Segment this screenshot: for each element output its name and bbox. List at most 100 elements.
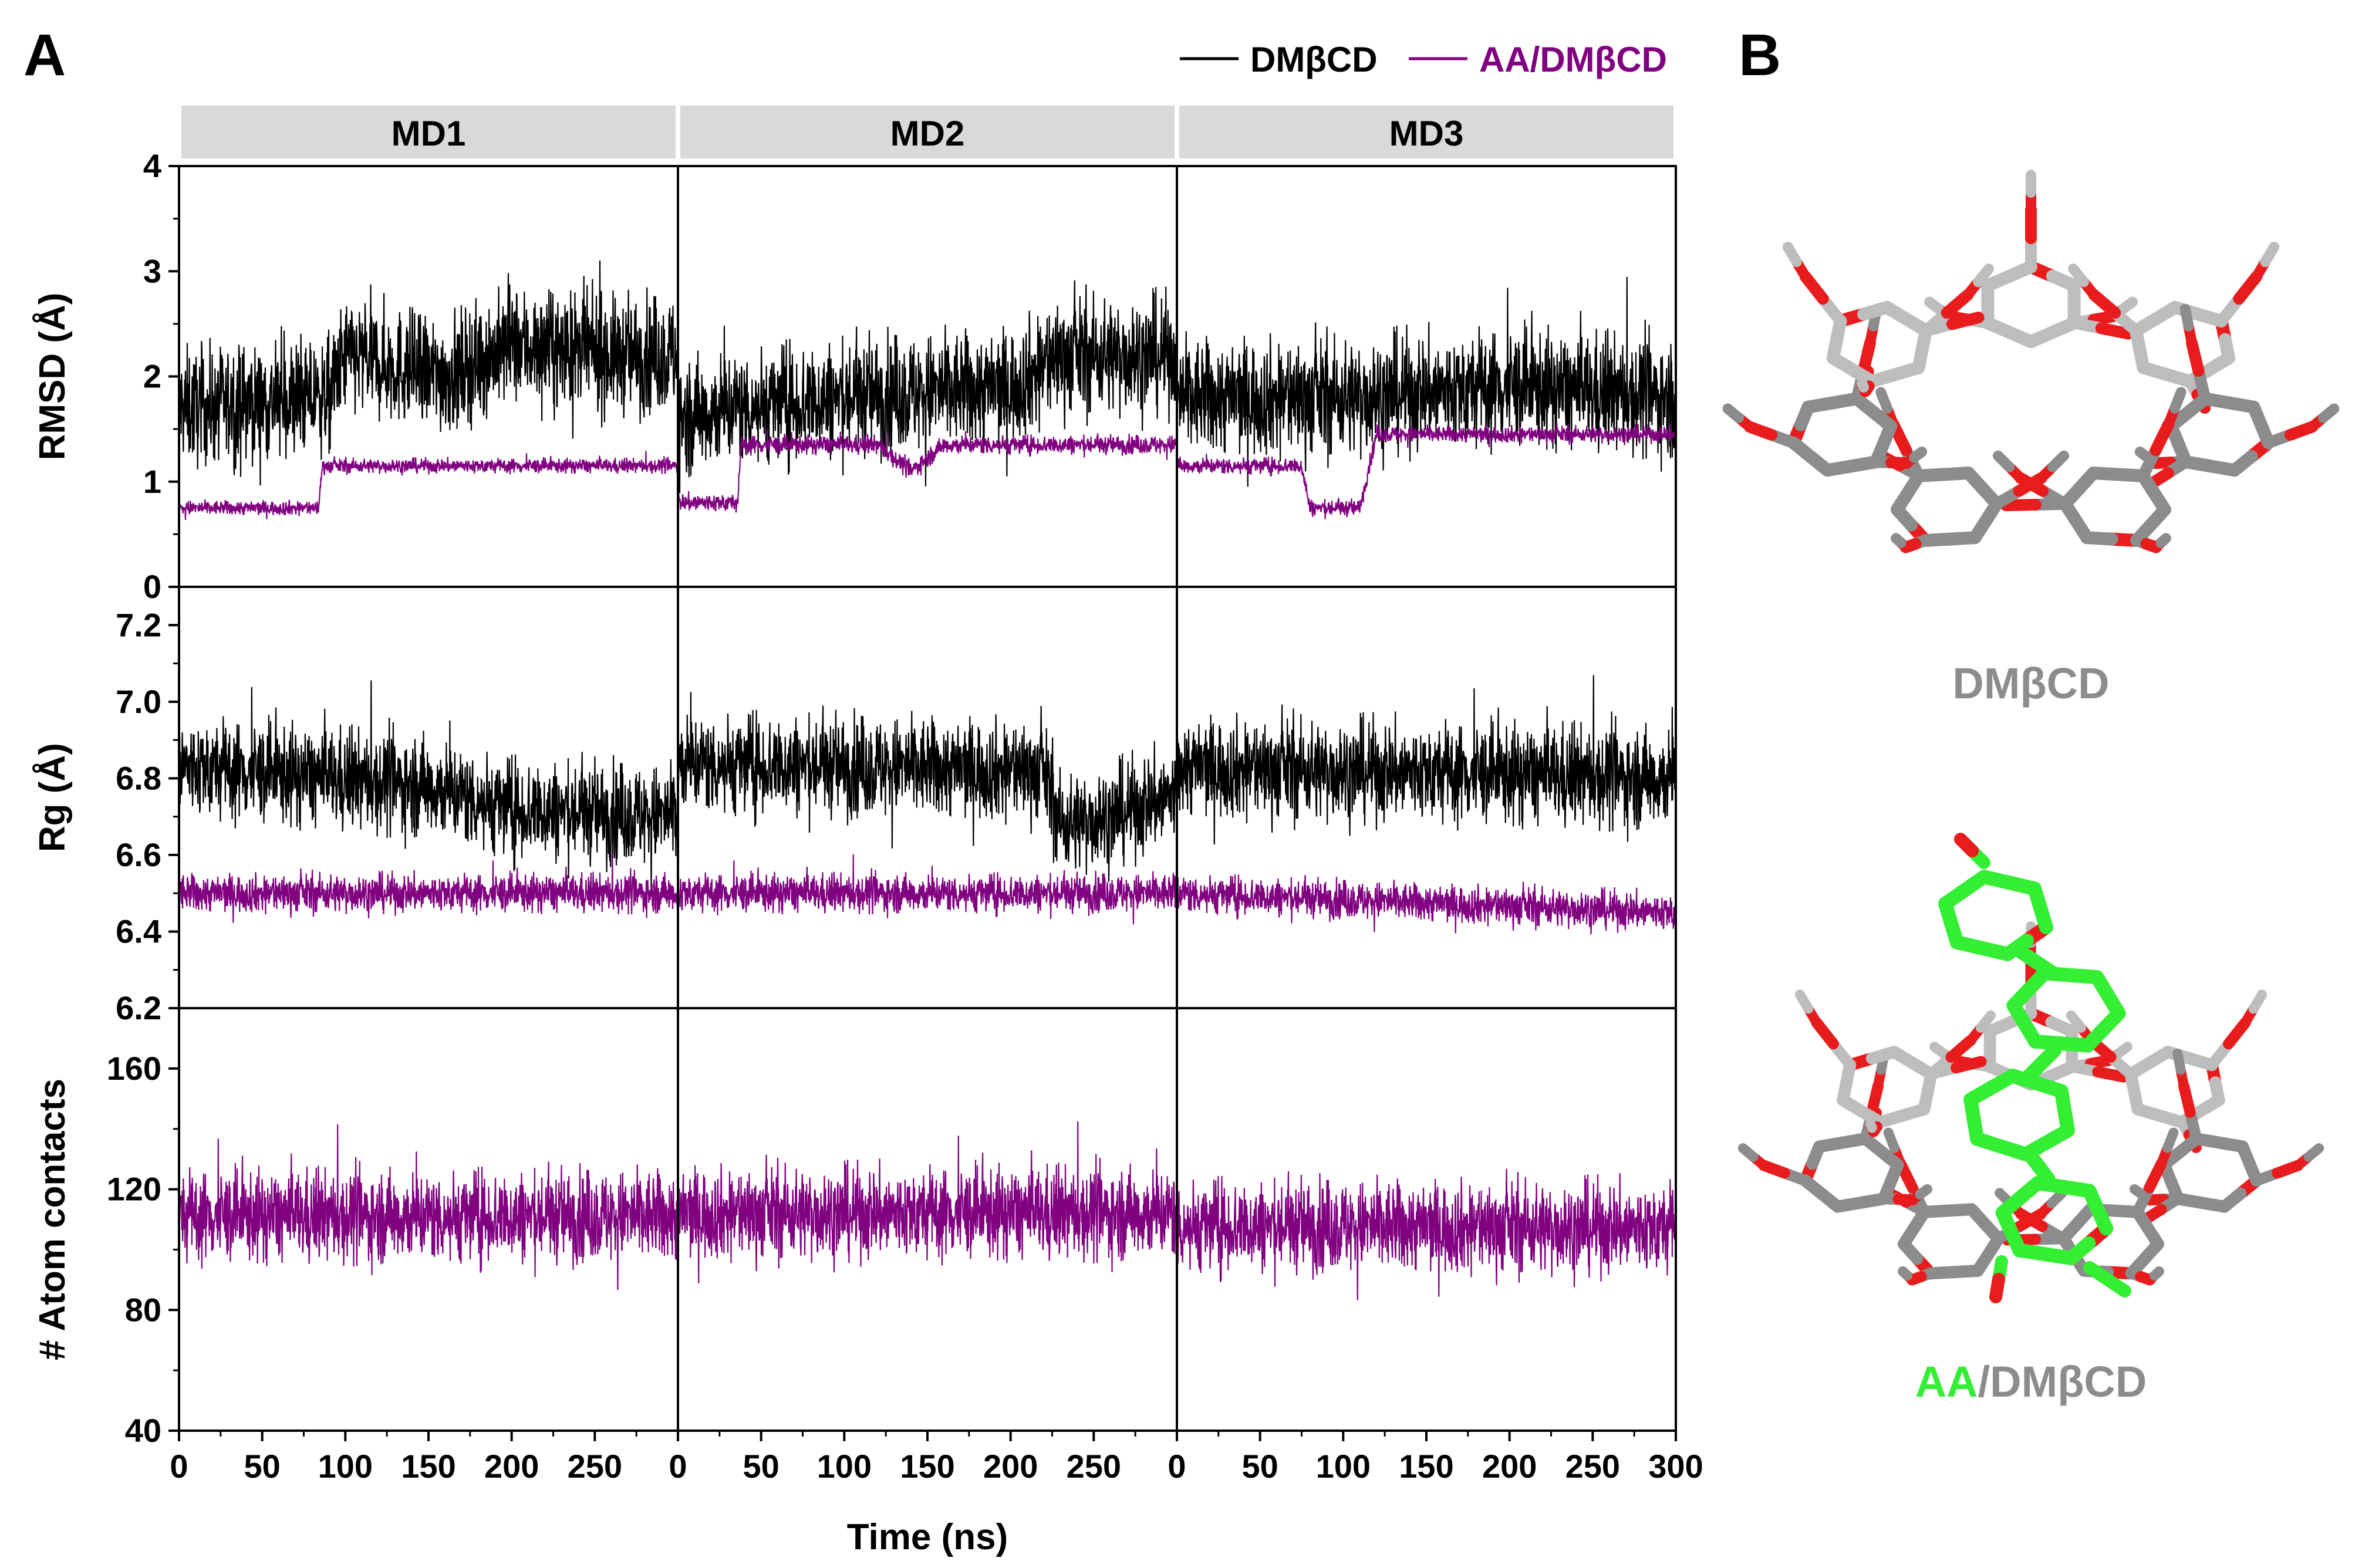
x-tick-label: 0 bbox=[1167, 1448, 1186, 1485]
y-tick-label-rg: 6.4 bbox=[116, 913, 161, 949]
panel-b-label: B bbox=[1739, 22, 1781, 88]
bond bbox=[1954, 833, 1979, 857]
facet-strip-md2: MD2 bbox=[680, 106, 1175, 158]
bond bbox=[2030, 955, 2061, 981]
y-axis-title-rmsd: RMSD (Å) bbox=[32, 293, 73, 461]
series-line-aa-dmbcd-contacts-md1 bbox=[179, 1124, 678, 1290]
series-line-aa-dmbcd-rg-md1 bbox=[179, 854, 678, 923]
bond bbox=[1989, 1273, 2005, 1303]
dmbcd-molecule-render bbox=[1722, 170, 2340, 553]
panel-contacts-md2 bbox=[678, 1121, 1177, 1283]
y-axis-title-contacts: # Atom contacts bbox=[32, 1079, 73, 1360]
x-tick-label: 250 bbox=[1565, 1448, 1620, 1485]
facet-strip-label: MD1 bbox=[392, 114, 466, 153]
facet-strip-md1: MD1 bbox=[181, 106, 676, 158]
bond bbox=[2162, 1127, 2179, 1153]
legend-label-dmbcd: DMβCD bbox=[1250, 40, 1378, 79]
series-line-dmbcd-rmsd-md3 bbox=[1177, 276, 1676, 487]
x-tick-label: 50 bbox=[244, 1448, 281, 1485]
bond bbox=[2018, 1058, 2047, 1087]
bond bbox=[2179, 303, 2194, 332]
series-line-aa-dmbcd-contacts-md3 bbox=[1177, 1168, 1676, 1300]
bond bbox=[1883, 1127, 1899, 1153]
y-tick-label-rmsd: 3 bbox=[143, 252, 161, 289]
bond bbox=[2303, 1143, 2324, 1162]
bond bbox=[1782, 242, 1802, 268]
plot-area bbox=[179, 260, 1676, 1300]
bond bbox=[2047, 450, 2070, 472]
bond bbox=[2317, 403, 2340, 423]
dmbcd-label-part: DMβCD bbox=[1990, 1357, 2147, 1406]
bond bbox=[1924, 296, 1945, 315]
y-tick-label-rmsd: 1 bbox=[143, 463, 161, 500]
x-tick-label: 300 bbox=[1648, 1448, 1703, 1485]
bond bbox=[2092, 1066, 2130, 1083]
aa-label-separator: / bbox=[1978, 1357, 1990, 1406]
facet-strips: MD1 MD2 MD3 bbox=[181, 106, 1673, 158]
aa-dmbcd-label: AA/DMβCD bbox=[1915, 1357, 2147, 1406]
bond bbox=[2101, 1273, 2131, 1297]
series-line-dmbcd-rg-md1 bbox=[179, 680, 678, 897]
bond bbox=[1909, 447, 1928, 463]
bond bbox=[2113, 1042, 2132, 1059]
bond bbox=[1794, 989, 1814, 1014]
bond bbox=[1929, 1042, 1949, 1059]
y-axis-title-rg: Rg (Å) bbox=[32, 743, 73, 852]
series-line-dmbcd-rmsd-md1 bbox=[179, 260, 678, 486]
bond bbox=[1875, 387, 1893, 414]
y-tick-label-rmsd: 4 bbox=[143, 147, 161, 184]
x-axis-title: Time (ns) bbox=[847, 1517, 1008, 1557]
bond bbox=[2068, 263, 2089, 288]
y-tick-label-contacts: 120 bbox=[107, 1171, 161, 1208]
bond bbox=[2046, 1188, 2067, 1209]
series-line-aa-dmbcd-rmsd-md2 bbox=[678, 428, 1177, 513]
dmbcd-label: DMβCD bbox=[1952, 659, 2109, 708]
y-tick-label-rg: 7.0 bbox=[116, 683, 161, 720]
panel-rmsd-md1 bbox=[179, 260, 678, 521]
x-tick-label: 200 bbox=[484, 1448, 539, 1485]
bond bbox=[1857, 378, 1870, 393]
bond bbox=[2155, 533, 2171, 548]
bond bbox=[2260, 242, 2280, 268]
facet-strip-label: MD2 bbox=[890, 114, 965, 153]
y-tick-label-rmsd: 0 bbox=[143, 568, 161, 605]
x-tick-label: 50 bbox=[743, 1448, 780, 1485]
x-tick-label: 250 bbox=[1067, 1448, 1121, 1485]
aa-guest-molecule bbox=[1938, 833, 2131, 1303]
panel-contacts-md3 bbox=[1177, 1168, 1676, 1300]
bond bbox=[1737, 1143, 1759, 1162]
legend-label-aa-dmbcd: AA/DMβCD bbox=[1479, 40, 1667, 79]
bond bbox=[1865, 1119, 1877, 1133]
series-line-dmbcd-rmsd-md2 bbox=[678, 280, 1177, 494]
y-tick-label-contacts: 160 bbox=[107, 1050, 161, 1087]
bond bbox=[1898, 1266, 1913, 1281]
bond bbox=[2117, 296, 2138, 315]
panel-rmsd-md2 bbox=[678, 280, 1177, 513]
x-tick-label: 150 bbox=[1399, 1448, 1453, 1485]
x-tick-label: 100 bbox=[318, 1448, 373, 1485]
bond bbox=[2169, 387, 2186, 414]
y-tick-label-rmsd: 2 bbox=[143, 358, 161, 395]
axes: 0 1 2 3 4 RMSD (Å) 6.2 6.4 6.6 6.8 7.0 7.2 Rg (Å) 40 8… bbox=[32, 147, 1703, 1485]
panel-contacts-md1 bbox=[179, 1124, 678, 1290]
series-line-aa-dmbcd-rg-md3 bbox=[1177, 874, 1676, 934]
panel-rg-md3 bbox=[1177, 675, 1676, 934]
aa-dmbcd-complex-render bbox=[1737, 833, 2324, 1303]
bond bbox=[2057, 1103, 2075, 1138]
series-line-aa-dmbcd-rmsd-md3 bbox=[1177, 423, 1676, 519]
bond bbox=[1973, 263, 1994, 288]
y-tick-label-contacts: 40 bbox=[125, 1412, 161, 1449]
x-tick-label: 150 bbox=[900, 1448, 954, 1485]
bond bbox=[2149, 1266, 2164, 1281]
facet-strip-label: MD3 bbox=[1389, 114, 1464, 153]
x-tick-label: 100 bbox=[817, 1448, 872, 1485]
bond bbox=[1915, 1184, 1932, 1200]
aa-label-part: AA bbox=[1915, 1357, 1978, 1406]
bond bbox=[1951, 1056, 1987, 1074]
x-tick-label: 150 bbox=[401, 1448, 455, 1485]
x-tick-label: 200 bbox=[983, 1448, 1038, 1485]
panel-rg-md2 bbox=[678, 692, 1177, 925]
series-line-aa-dmbcd-contacts-md2 bbox=[678, 1121, 1177, 1283]
